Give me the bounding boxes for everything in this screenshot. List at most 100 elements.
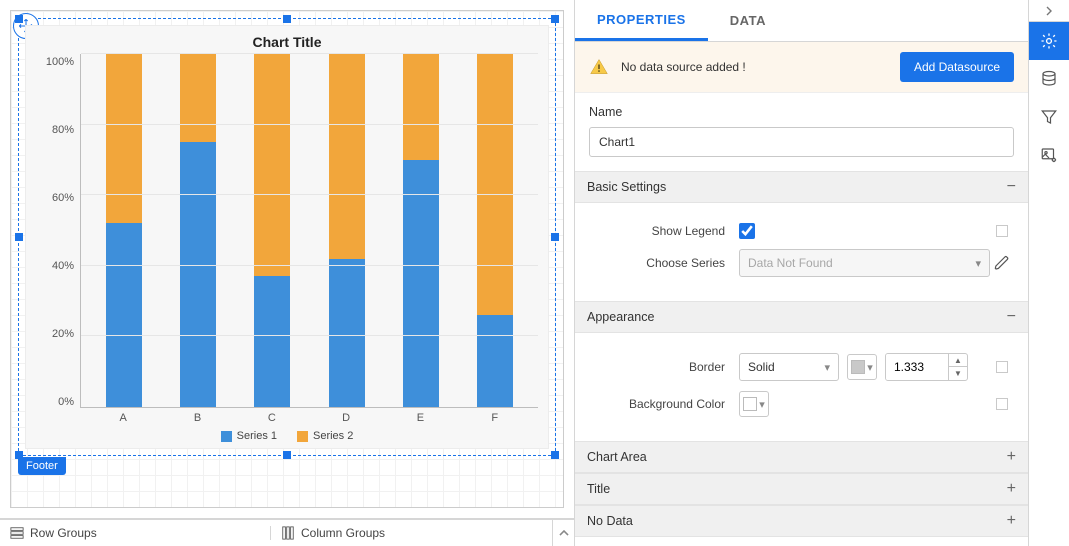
legend-item: Series 1 [221, 430, 277, 442]
bar-segment-series2 [403, 54, 439, 160]
y-axis: 100%80%60%40%20%0% [36, 54, 80, 408]
name-label: Name [589, 105, 1014, 119]
step-up-button[interactable]: ▲ [949, 354, 967, 367]
legend-swatch [297, 431, 308, 442]
color-swatch [743, 397, 757, 411]
choose-series-label: Choose Series [589, 256, 739, 270]
chevron-down-icon: ▾ [975, 257, 981, 270]
bar-segment-series1 [106, 223, 142, 407]
legend-label: Series 2 [313, 430, 353, 442]
chart-widget[interactable]: Chart Title 100%80%60%40%20%0% ABCDEF Se… [25, 25, 549, 449]
minus-icon: − [1007, 308, 1016, 326]
sidebar-item-properties[interactable] [1029, 22, 1069, 60]
filter-icon [1040, 108, 1058, 126]
bar-segment-series2 [106, 54, 142, 223]
sidebar-item-image[interactable] [1029, 136, 1069, 174]
chart-selection[interactable]: Chart Title 100%80%60%40%20%0% ABCDEF Se… [18, 18, 556, 456]
minus-icon: − [1007, 178, 1016, 196]
column-groups-label: Column Groups [301, 526, 385, 540]
bar-segment-series1 [180, 142, 216, 407]
x-tick-label: A [105, 412, 141, 424]
chart-title: Chart Title [36, 34, 538, 50]
bar-column [106, 54, 142, 407]
bar-column [254, 54, 290, 407]
border-width-input[interactable] [886, 354, 948, 380]
bar-segment-series2 [329, 54, 365, 259]
database-icon [1040, 70, 1058, 88]
bar-segment-series1 [254, 276, 290, 407]
section-title[interactable]: Title + [575, 473, 1028, 505]
gear-icon [1040, 32, 1058, 50]
y-tick-label: 100% [46, 56, 74, 68]
border-label: Border [589, 360, 739, 374]
footer-chip[interactable]: Footer [18, 457, 66, 475]
x-tick-label: F [477, 412, 513, 424]
y-tick-label: 60% [52, 192, 74, 204]
warning-icon [589, 57, 609, 77]
name-input[interactable] [589, 127, 1014, 157]
bar-segment-series1 [403, 160, 439, 407]
legend-swatch [221, 431, 232, 442]
bar-column [329, 54, 365, 407]
add-datasource-button[interactable]: Add Datasource [900, 52, 1014, 82]
columns-icon [281, 526, 295, 540]
edit-series-button[interactable] [991, 252, 1013, 274]
resize-handle[interactable] [283, 451, 291, 459]
chevron-down-icon: ▾ [824, 361, 830, 374]
section-chart-area[interactable]: Chart Area + [575, 441, 1028, 473]
plus-icon: + [1007, 480, 1016, 498]
x-axis: ABCDEF [80, 408, 538, 424]
advanced-toggle[interactable] [996, 398, 1008, 410]
advanced-toggle[interactable] [996, 225, 1008, 237]
show-legend-label: Show Legend [589, 224, 739, 238]
bar-segment-series1 [477, 315, 513, 407]
row-groups-section[interactable]: Row Groups [0, 526, 270, 540]
x-tick-label: C [254, 412, 290, 424]
border-color-picker[interactable]: ▾ [847, 354, 877, 380]
image-settings-icon [1040, 146, 1058, 164]
sidebar-item-filter[interactable] [1029, 98, 1069, 136]
choose-series-select[interactable]: Data Not Found ▾ [739, 249, 990, 277]
bar-column [477, 54, 513, 407]
properties-tabs: PROPERTIES DATA [575, 0, 1028, 42]
design-canvas[interactable]: Chart Title 100%80%60%40%20%0% ABCDEF Se… [0, 0, 574, 518]
column-groups-section[interactable]: Column Groups [270, 526, 552, 540]
sidebar-item-data[interactable] [1029, 60, 1069, 98]
groups-bar: Row Groups Column Groups [0, 518, 574, 546]
x-tick-label: B [179, 412, 215, 424]
section-basic-settings[interactable]: Basic Settings − [575, 171, 1028, 203]
resize-handle[interactable] [551, 451, 559, 459]
color-swatch [851, 360, 865, 374]
y-tick-label: 0% [58, 396, 74, 408]
x-tick-label: E [402, 412, 438, 424]
bar-segment-series2 [254, 54, 290, 276]
resize-handle[interactable] [551, 233, 559, 241]
border-width-stepper[interactable]: ▲▼ [885, 353, 968, 381]
right-sidebar [1029, 0, 1069, 546]
legend-label: Series 1 [237, 430, 277, 442]
bgcolor-picker[interactable]: ▾ [739, 391, 769, 417]
chart-legend: Series 1 Series 2 [36, 424, 538, 442]
resize-handle[interactable] [283, 15, 291, 23]
step-down-button[interactable]: ▼ [949, 367, 967, 380]
border-style-select[interactable]: Solid ▾ [739, 353, 839, 381]
bar-column [403, 54, 439, 407]
y-tick-label: 20% [52, 328, 74, 340]
tab-data[interactable]: DATA [708, 0, 788, 41]
bar-column [180, 54, 216, 407]
datasource-alert: No data source added ! Add Datasource [575, 42, 1028, 93]
resize-handle[interactable] [15, 15, 23, 23]
tab-properties[interactable]: PROPERTIES [575, 0, 708, 41]
resize-handle[interactable] [15, 233, 23, 241]
section-appearance[interactable]: Appearance − [575, 301, 1028, 333]
bar-segment-series2 [180, 54, 216, 142]
advanced-toggle[interactable] [996, 361, 1008, 373]
section-no-data[interactable]: No Data + [575, 505, 1028, 537]
collapse-groups-button[interactable] [552, 520, 574, 546]
sidebar-collapse-button[interactable] [1029, 0, 1069, 22]
chevron-down-icon: ▾ [867, 361, 873, 374]
show-legend-checkbox[interactable] [739, 223, 755, 239]
plus-icon: + [1007, 512, 1016, 530]
chart-plot-area [80, 54, 538, 408]
resize-handle[interactable] [551, 15, 559, 23]
